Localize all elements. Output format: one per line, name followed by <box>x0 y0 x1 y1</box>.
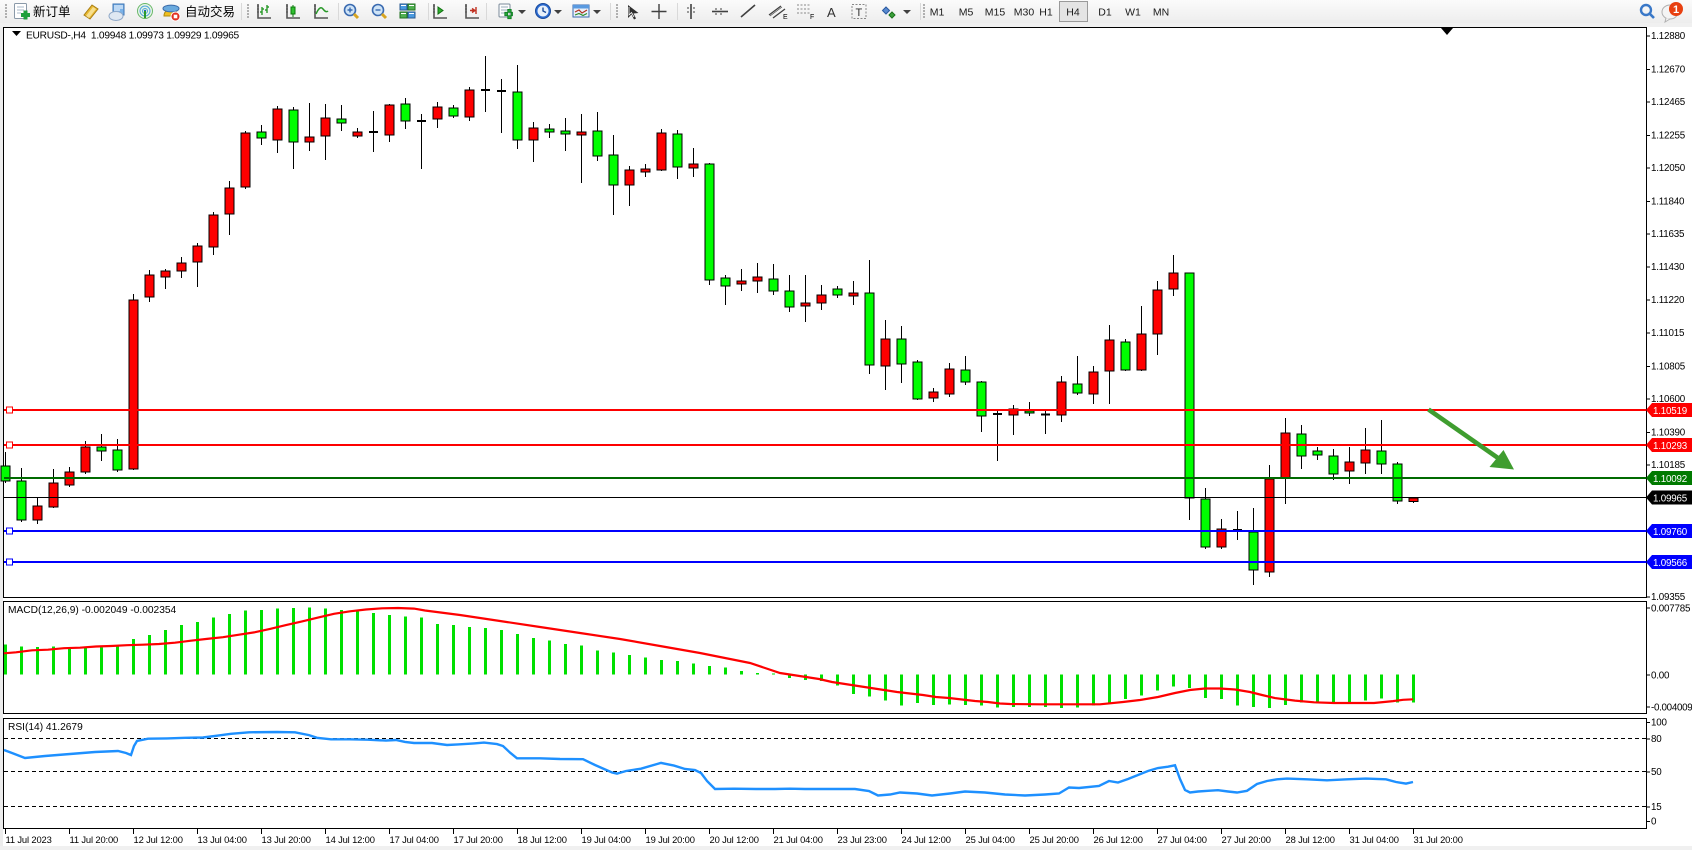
svg-text:24 Jul 12:00: 24 Jul 12:00 <box>902 834 951 845</box>
svg-text:17 Jul 20:00: 17 Jul 20:00 <box>454 834 503 845</box>
svg-text:80: 80 <box>1651 734 1662 745</box>
svg-text:11 Jul 20:00: 11 Jul 20:00 <box>70 834 119 845</box>
svg-text:31 Jul 04:00: 31 Jul 04:00 <box>1350 834 1399 845</box>
svg-text:1.09355: 1.09355 <box>1651 592 1686 603</box>
svg-text:1.09760: 1.09760 <box>1653 527 1688 538</box>
svg-text:25 Jul 20:00: 25 Jul 20:00 <box>1030 834 1079 845</box>
svg-text:M30: M30 <box>1014 7 1035 19</box>
svg-text:1.10805: 1.10805 <box>1651 361 1686 372</box>
svg-text:1.09566: 1.09566 <box>1653 558 1688 569</box>
svg-text:1.11635: 1.11635 <box>1651 229 1685 240</box>
svg-text:H4: H4 <box>1066 7 1080 19</box>
svg-text:1.11220: 1.11220 <box>1651 295 1685 306</box>
svg-text:100: 100 <box>1651 718 1667 729</box>
svg-text:EURUSD-,H4 1.09948 1.09973 1.: EURUSD-,H4 1.09948 1.09973 1.09929 1.099… <box>26 31 240 42</box>
svg-text:1.10293: 1.10293 <box>1653 441 1688 452</box>
svg-text:H1: H1 <box>1039 7 1053 19</box>
svg-text:1.10390: 1.10390 <box>1651 427 1686 438</box>
svg-text:1.10092: 1.10092 <box>1653 474 1687 485</box>
svg-text:1.12050: 1.12050 <box>1651 163 1686 174</box>
svg-text:17 Jul 04:00: 17 Jul 04:00 <box>390 834 439 845</box>
svg-text:1.12670: 1.12670 <box>1651 64 1686 75</box>
svg-text:21 Jul 04:00: 21 Jul 04:00 <box>774 834 823 845</box>
svg-text:19 Jul 20:00: 19 Jul 20:00 <box>646 834 695 845</box>
svg-text:MACD(12,26,9) -0.002049 -0.002: MACD(12,26,9) -0.002049 -0.002354 <box>8 605 177 616</box>
svg-text:0.00: 0.00 <box>1651 671 1670 682</box>
svg-text:1.12465: 1.12465 <box>1651 97 1686 108</box>
svg-text:11 Jul 2023: 11 Jul 2023 <box>6 834 52 845</box>
svg-text:-0.004009: -0.004009 <box>1651 703 1692 714</box>
svg-text:E: E <box>783 14 788 21</box>
svg-text:M5: M5 <box>959 7 974 19</box>
svg-text:27 Jul 20:00: 27 Jul 20:00 <box>1222 834 1271 845</box>
svg-text:新订单: 新订单 <box>33 4 71 19</box>
svg-text:1.10185: 1.10185 <box>1651 460 1686 471</box>
svg-text:1.11430: 1.11430 <box>1651 262 1685 273</box>
svg-text:1.11840: 1.11840 <box>1651 197 1685 208</box>
svg-text:A: A <box>827 5 836 20</box>
svg-text:1.12255: 1.12255 <box>1651 130 1686 141</box>
svg-text:27 Jul 04:00: 27 Jul 04:00 <box>1158 834 1207 845</box>
svg-text:F: F <box>810 14 814 21</box>
svg-text:19 Jul 04:00: 19 Jul 04:00 <box>582 834 631 845</box>
svg-text:31 Jul 20:00: 31 Jul 20:00 <box>1414 834 1463 845</box>
svg-text:14 Jul 12:00: 14 Jul 12:00 <box>326 834 375 845</box>
svg-text:1.10519: 1.10519 <box>1653 406 1687 417</box>
svg-text:0.007785: 0.007785 <box>1651 604 1691 615</box>
svg-text:0: 0 <box>1651 817 1657 828</box>
svg-text:26 Jul 12:00: 26 Jul 12:00 <box>1094 834 1143 845</box>
svg-text:50: 50 <box>1651 767 1662 778</box>
svg-text:1: 1 <box>1673 4 1679 16</box>
svg-text:1.12880: 1.12880 <box>1651 31 1686 42</box>
svg-text:W1: W1 <box>1125 7 1141 19</box>
svg-text:RSI(14) 41.2679: RSI(14) 41.2679 <box>8 722 83 733</box>
svg-text:T: T <box>856 7 863 19</box>
svg-text:M1: M1 <box>930 7 945 19</box>
svg-text:28 Jul 12:00: 28 Jul 12:00 <box>1286 834 1335 845</box>
svg-text:20 Jul 12:00: 20 Jul 12:00 <box>710 834 759 845</box>
svg-text:MN: MN <box>1153 7 1169 19</box>
svg-text:15: 15 <box>1651 802 1662 813</box>
svg-text:1.10600: 1.10600 <box>1651 394 1686 405</box>
svg-text:13 Jul 20:00: 13 Jul 20:00 <box>262 834 311 845</box>
svg-text:12 Jul 12:00: 12 Jul 12:00 <box>134 834 183 845</box>
svg-text:M15: M15 <box>985 7 1006 19</box>
svg-text:自动交易: 自动交易 <box>185 4 235 19</box>
svg-text:1.09965: 1.09965 <box>1653 493 1688 504</box>
svg-text:1.11015: 1.11015 <box>1651 328 1685 339</box>
svg-text:18 Jul 12:00: 18 Jul 12:00 <box>518 834 567 845</box>
svg-text:23 Jul 23:00: 23 Jul 23:00 <box>838 834 887 845</box>
svg-text:D1: D1 <box>1098 7 1112 19</box>
svg-text:25 Jul 04:00: 25 Jul 04:00 <box>966 834 1015 845</box>
svg-text:13 Jul 04:00: 13 Jul 04:00 <box>198 834 247 845</box>
